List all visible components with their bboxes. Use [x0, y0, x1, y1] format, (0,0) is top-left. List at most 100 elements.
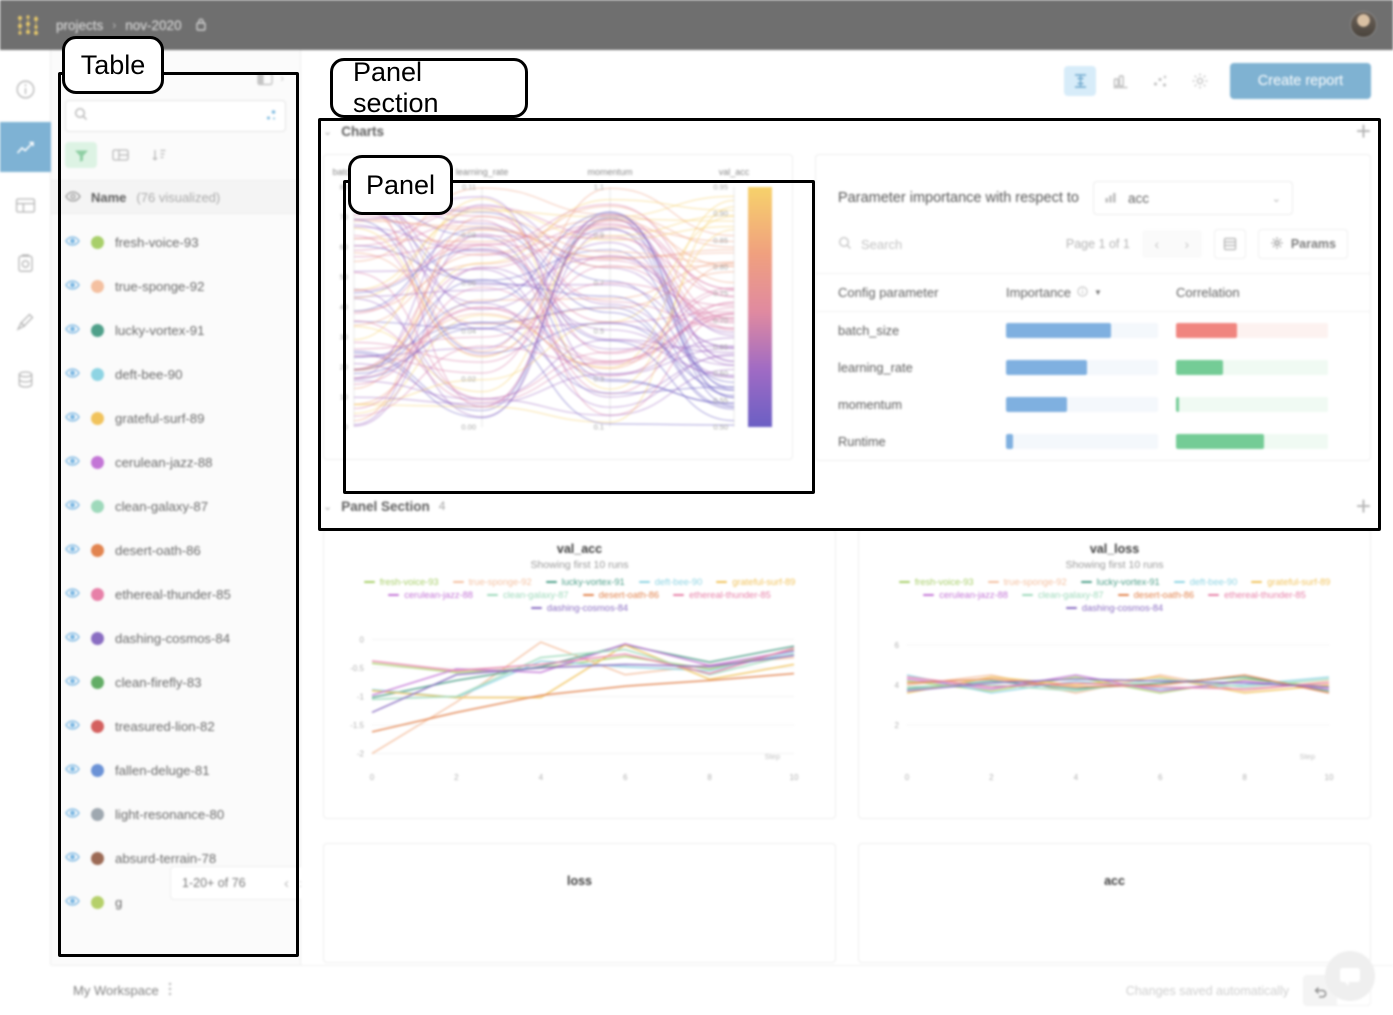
- table-row[interactable]: clean-firefly-83: [51, 660, 300, 704]
- panel-parameter-importance[interactable]: Parameter importance with respect to acc…: [815, 154, 1371, 461]
- workspace-menu[interactable]: My Workspace: [73, 982, 172, 999]
- breadcrumb-item-projects[interactable]: projects: [56, 17, 104, 33]
- eye-icon[interactable]: [65, 541, 80, 559]
- param-search[interactable]: Search: [838, 236, 902, 253]
- panel-val-acc[interactable]: val_acc Showing first 10 runs fresh-voic…: [323, 529, 836, 819]
- table-row[interactable]: desert-oath-86: [51, 528, 300, 572]
- table-row[interactable]: grateful-surf-89: [51, 396, 300, 440]
- filter-icon[interactable]: [65, 142, 97, 168]
- magic-sparkle-icon[interactable]: [264, 109, 277, 125]
- table-row[interactable]: light-resonance-80: [51, 792, 300, 836]
- chevron-down-icon[interactable]: ⌄: [323, 125, 333, 138]
- eye-icon[interactable]: [65, 409, 80, 427]
- scatter-plot-icon[interactable]: [1104, 66, 1136, 96]
- add-panel-button[interactable]: +: [1355, 491, 1371, 521]
- eye-icon[interactable]: [65, 805, 80, 823]
- caret-down-icon[interactable]: ▼: [1094, 288, 1102, 297]
- metric-select[interactable]: acc ⌄: [1092, 181, 1293, 215]
- search-input[interactable]: [95, 109, 245, 123]
- sidebar-item-sweeps[interactable]: [0, 296, 51, 346]
- legend-item[interactable]: fresh-voice-93: [363, 577, 439, 587]
- run-name[interactable]: light-resonance-80: [115, 806, 225, 822]
- run-name[interactable]: clean-galaxy-87: [115, 498, 209, 514]
- legend-item[interactable]: true-sponge-92: [987, 577, 1067, 587]
- table-row[interactable]: ethereal-thunder-85: [51, 572, 300, 616]
- run-name[interactable]: treasured-lion-82: [115, 718, 215, 734]
- table-row[interactable]: cerulean-jazz-88: [51, 440, 300, 484]
- eye-icon[interactable]: [65, 717, 80, 735]
- eye-icon[interactable]: [65, 849, 80, 867]
- eye-icon[interactable]: [65, 893, 80, 911]
- eye-icon[interactable]: [65, 629, 80, 647]
- runs-pagination[interactable]: 1-20+ of 76 ‹ ›: [170, 866, 316, 900]
- panel-acc[interactable]: acc: [858, 843, 1371, 963]
- chat-bubble-icon[interactable]: [1325, 951, 1375, 1001]
- run-name[interactable]: grateful-surf-89: [115, 410, 205, 426]
- panel-parallel-coordinates[interactable]: batch_size learning_rate momentum val_acc 8…: [323, 154, 793, 460]
- table-row[interactable]: fresh-voice-93: [51, 220, 300, 264]
- params-button[interactable]: Params: [1257, 229, 1348, 259]
- run-name[interactable]: true-sponge-92: [115, 278, 205, 294]
- legend-item[interactable]: lucky-vortex-91: [1080, 577, 1160, 587]
- table-row[interactable]: learning_rate: [816, 349, 1370, 386]
- table-row[interactable]: g: [51, 880, 300, 924]
- legend-item[interactable]: deft-bee-90: [638, 577, 702, 587]
- table-row[interactable]: momentum: [816, 386, 1370, 423]
- param-pagination[interactable]: ‹ ›: [1141, 230, 1202, 258]
- avatar[interactable]: [1350, 11, 1377, 38]
- table-row[interactable]: dashing-cosmos-84: [51, 616, 300, 660]
- run-name[interactable]: g: [115, 894, 123, 910]
- run-name[interactable]: desert-oath-86: [115, 542, 201, 558]
- table-row[interactable]: fallen-deluge-81: [51, 748, 300, 792]
- add-panel-button[interactable]: +: [1355, 116, 1371, 146]
- run-name[interactable]: ethereal-thunder-85: [115, 586, 231, 602]
- legend-item[interactable]: ethereal-thunder-85: [1208, 590, 1306, 600]
- table-row[interactable]: Runtime: [816, 423, 1370, 460]
- points-icon[interactable]: [1144, 66, 1176, 96]
- legend-item[interactable]: lucky-vortex-91: [545, 577, 625, 587]
- table-row[interactable]: batch_size: [816, 312, 1370, 349]
- legend-item[interactable]: grateful-surf-89: [1251, 577, 1330, 587]
- run-name[interactable]: fallen-deluge-81: [115, 762, 210, 778]
- legend-item[interactable]: grateful-surf-89: [716, 577, 795, 587]
- legend-item[interactable]: dashing-cosmos-84: [530, 603, 628, 613]
- panel-loss[interactable]: loss: [323, 843, 836, 963]
- eye-icon[interactable]: [65, 321, 80, 339]
- columns-icon[interactable]: [104, 142, 136, 168]
- legend-item[interactable]: deft-bee-90: [1173, 577, 1237, 587]
- eye-icon[interactable]: [65, 190, 81, 205]
- legend-item[interactable]: dashing-cosmos-84: [1065, 603, 1163, 613]
- legend-item[interactable]: true-sponge-92: [452, 577, 532, 587]
- settings-gear-icon[interactable]: [1184, 66, 1216, 96]
- chevron-right-icon[interactable]: ›: [1184, 236, 1190, 252]
- legend-item[interactable]: clean-galaxy-87: [486, 590, 569, 600]
- breadcrumb-item-project[interactable]: nov-2020: [125, 17, 182, 33]
- legend-item[interactable]: ethereal-thunder-85: [673, 590, 771, 600]
- table-row[interactable]: true-sponge-92: [51, 264, 300, 308]
- sort-icon[interactable]: [143, 142, 175, 168]
- wandb-logo-icon[interactable]: [16, 14, 42, 36]
- legend-item[interactable]: cerulean-jazz-88: [923, 590, 1008, 600]
- table-row[interactable]: treasured-lion-82: [51, 704, 300, 748]
- eye-icon[interactable]: [65, 453, 80, 471]
- table-row[interactable]: lucky-vortex-91: [51, 308, 300, 352]
- sidebar-item-reports[interactable]: [0, 238, 51, 288]
- table-row[interactable]: absurd-terrain-78: [51, 836, 300, 880]
- run-name[interactable]: lucky-vortex-91: [115, 322, 205, 338]
- legend-item[interactable]: desert-oath-86: [582, 590, 659, 600]
- eye-icon[interactable]: [65, 761, 80, 779]
- eye-icon[interactable]: [65, 585, 80, 603]
- legend-item[interactable]: desert-oath-86: [1117, 590, 1194, 600]
- run-name[interactable]: clean-firefly-83: [115, 674, 202, 690]
- eye-icon[interactable]: [65, 365, 80, 383]
- eye-icon[interactable]: [65, 673, 80, 691]
- vertical-dots-icon[interactable]: [168, 982, 172, 999]
- run-name[interactable]: fresh-voice-93: [115, 234, 199, 250]
- chevron-left-icon[interactable]: ‹: [284, 874, 289, 892]
- sidebar-item-workspace[interactable]: [0, 122, 51, 172]
- panel-val-loss[interactable]: val_loss Showing first 10 runs fresh-voi…: [858, 529, 1371, 819]
- run-name[interactable]: cerulean-jazz-88: [115, 454, 213, 470]
- info-icon[interactable]: [1077, 285, 1088, 300]
- legend-item[interactable]: cerulean-jazz-88: [388, 590, 473, 600]
- eye-icon[interactable]: [65, 277, 80, 295]
